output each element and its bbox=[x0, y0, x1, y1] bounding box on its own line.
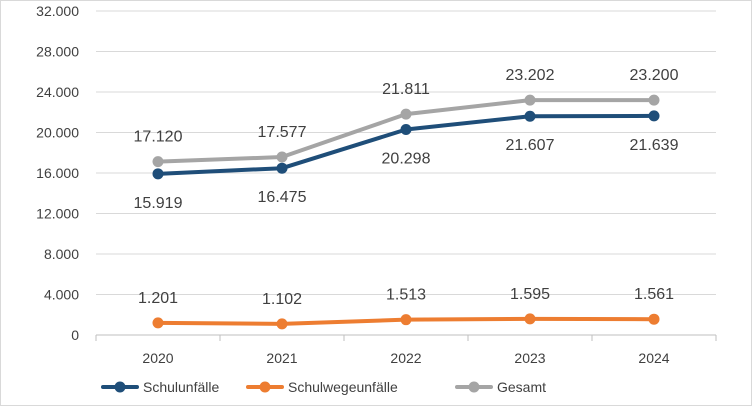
legend-entry: Schulunfälle bbox=[143, 379, 219, 395]
data-point bbox=[524, 94, 536, 106]
y-tick-label: 4.000 bbox=[44, 287, 79, 303]
data-label: 16.475 bbox=[258, 189, 307, 206]
data-label: 1.201 bbox=[138, 290, 178, 307]
data-point bbox=[400, 108, 412, 120]
data-label: 1.595 bbox=[510, 286, 550, 303]
data-labels: 15.919 16.475 20.298 21.607 21.639 1.201 1.102… bbox=[134, 67, 679, 308]
data-label: 23.200 bbox=[630, 67, 679, 84]
x-tick-label: 2021 bbox=[266, 350, 297, 366]
data-point bbox=[400, 314, 412, 326]
data-point bbox=[276, 162, 288, 174]
legend-entry: Gesamt bbox=[497, 379, 546, 395]
data-point bbox=[152, 317, 164, 329]
data-point bbox=[152, 168, 164, 180]
data-point bbox=[152, 156, 164, 168]
y-tick-label: 16.000 bbox=[36, 165, 79, 181]
y-tick-label: 0 bbox=[71, 327, 79, 343]
series-lines bbox=[152, 94, 660, 330]
legend-swatch-marker bbox=[114, 381, 126, 393]
y-tick-label: 24.000 bbox=[36, 84, 79, 100]
data-point bbox=[400, 123, 412, 135]
data-label: 20.298 bbox=[382, 150, 431, 167]
data-point bbox=[648, 313, 660, 325]
y-tick-label: 28.000 bbox=[36, 44, 79, 60]
axes bbox=[95, 334, 717, 341]
data-label: 17.577 bbox=[258, 124, 307, 141]
data-label: 23.202 bbox=[506, 67, 555, 84]
data-point bbox=[276, 318, 288, 330]
legend: Schulunfälle Schulwegeunfälle Gesamt bbox=[101, 379, 546, 395]
data-point bbox=[524, 110, 536, 122]
data-label: 21.811 bbox=[382, 81, 430, 98]
legend-entry: Schulwegeunfälle bbox=[288, 379, 398, 395]
x-tick-label: 2024 bbox=[638, 350, 669, 366]
data-point bbox=[648, 94, 660, 106]
y-tick-labels: 0 4.000 8.000 12.000 16.000 20.000 24.000 28.00… bbox=[36, 3, 79, 343]
legend-swatch-marker bbox=[468, 381, 480, 393]
data-label: 15.919 bbox=[134, 195, 183, 212]
data-label: 21.607 bbox=[506, 137, 555, 154]
x-tick-labels: 2020 2021 2022 2023 2024 bbox=[142, 350, 669, 366]
x-tick-label: 2022 bbox=[390, 350, 421, 366]
y-tick-label: 32.000 bbox=[36, 3, 79, 19]
x-tick-label: 2020 bbox=[142, 350, 173, 366]
data-point bbox=[648, 110, 660, 122]
y-tick-label: 20.000 bbox=[36, 125, 79, 141]
data-label: 21.639 bbox=[630, 137, 679, 154]
data-point bbox=[276, 151, 288, 163]
data-label: 1.102 bbox=[262, 291, 302, 308]
legend-swatch-marker bbox=[259, 381, 271, 393]
data-point bbox=[524, 313, 536, 325]
x-tick-label: 2023 bbox=[514, 350, 545, 366]
y-tick-label: 12.000 bbox=[36, 206, 79, 222]
data-label: 1.513 bbox=[386, 287, 426, 304]
y-tick-label: 8.000 bbox=[44, 246, 79, 262]
data-label: 1.561 bbox=[634, 286, 674, 303]
data-label: 17.120 bbox=[134, 129, 183, 146]
